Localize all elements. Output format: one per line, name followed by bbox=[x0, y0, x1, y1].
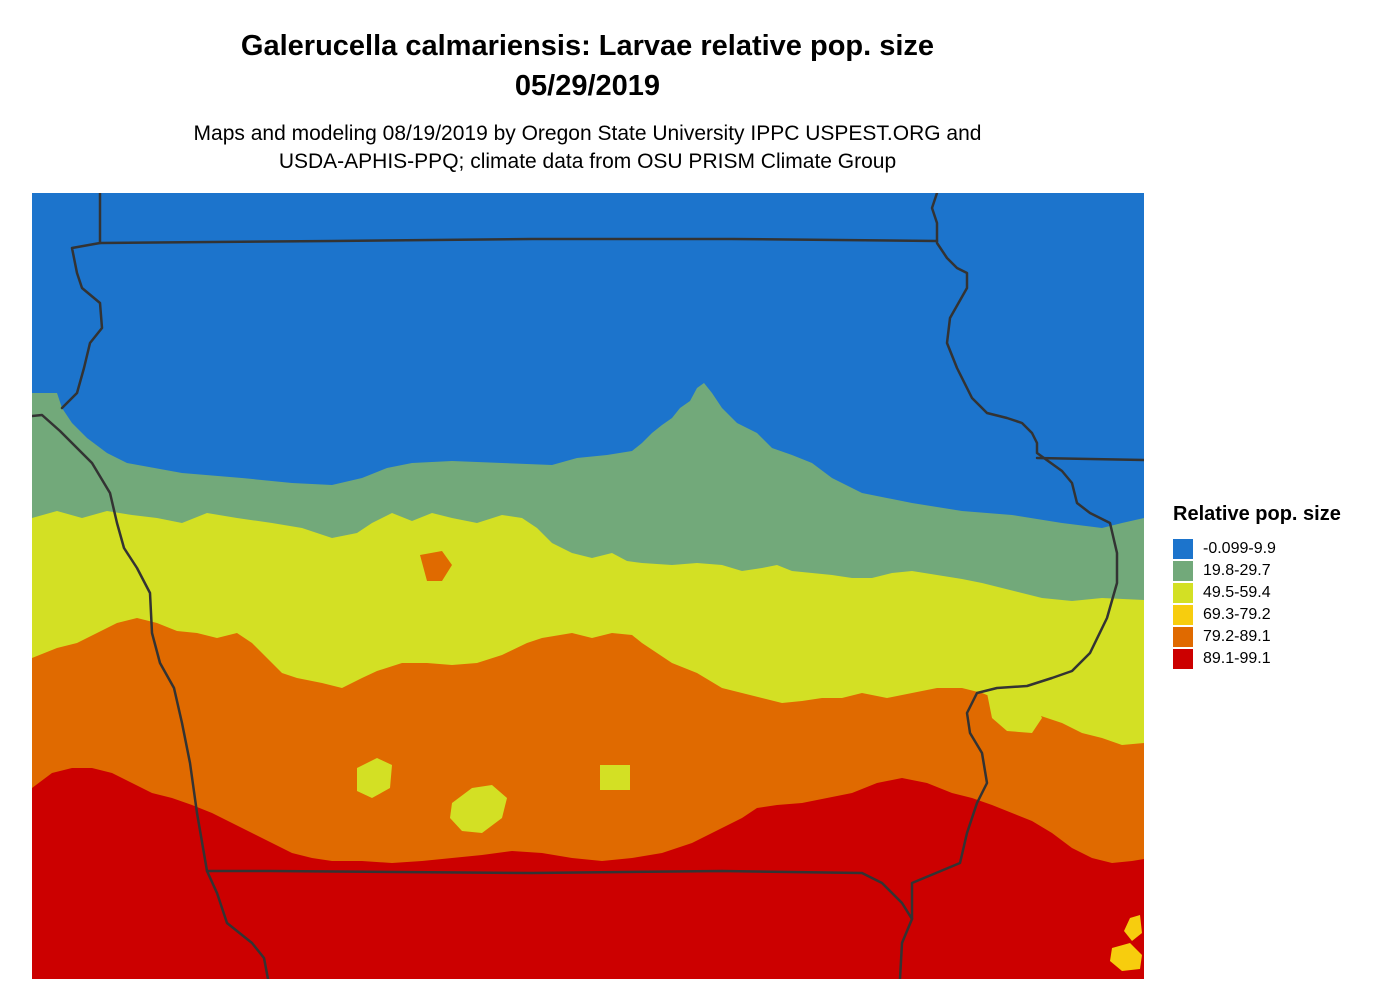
orange-pocket-north bbox=[420, 551, 452, 581]
legend-item: -0.099-9.9 bbox=[1173, 538, 1393, 560]
gold-patch-southeast-1 bbox=[1124, 915, 1142, 941]
legend-label: 89.1-99.1 bbox=[1203, 650, 1271, 667]
legend-label: -0.099-9.9 bbox=[1203, 540, 1276, 557]
border-nebraska-upper bbox=[60, 241, 104, 410]
border-illinois-wisconsin bbox=[1035, 456, 1144, 462]
legend-item: 49.5-59.4 bbox=[1173, 582, 1393, 604]
yellow-pocket-center bbox=[450, 785, 507, 833]
legend-swatch bbox=[1173, 561, 1193, 581]
legend-swatch bbox=[1173, 649, 1193, 669]
map-credit-line-1: Maps and modeling 08/19/2019 by Oregon S… bbox=[193, 122, 982, 145]
legend-swatch bbox=[1173, 605, 1193, 625]
border-missouri-south bbox=[898, 917, 914, 979]
legend-item: 89.1-99.1 bbox=[1173, 648, 1393, 670]
map-date: 05/29/2019 bbox=[514, 70, 661, 102]
state-borders bbox=[32, 193, 1144, 979]
border-kansas bbox=[205, 869, 270, 979]
legend-label: 49.5-59.4 bbox=[1203, 584, 1271, 601]
legend-item: 19.8-29.7 bbox=[1173, 560, 1393, 582]
legend-label: 79.2-89.1 bbox=[1203, 628, 1271, 645]
map-title: Galerucella calmariensis: Larvae relativ… bbox=[240, 30, 935, 62]
yellow-pocket-south bbox=[600, 765, 630, 790]
border-iowa-minnesota bbox=[98, 193, 939, 245]
map-credit-line-2: USDA-APHIS-PPQ; climate data from OSU PR… bbox=[278, 150, 897, 173]
map-legend: Relative pop. size -0.099-9.9 19.8-29.7 … bbox=[1173, 502, 1393, 670]
map-canvas bbox=[32, 193, 1144, 979]
legend-swatch bbox=[1173, 539, 1193, 559]
legend-title: Relative pop. size bbox=[1173, 503, 1341, 525]
legend-item: 69.3-79.2 bbox=[1173, 604, 1393, 626]
legend-item: 79.2-89.1 bbox=[1173, 626, 1393, 648]
legend-label: 19.8-29.7 bbox=[1203, 562, 1271, 579]
border-missouri bbox=[32, 193, 1119, 921]
yellow-pocket-west bbox=[357, 758, 392, 798]
population-map bbox=[32, 193, 1144, 979]
gold-patch-southeast-2 bbox=[1110, 943, 1142, 971]
legend-swatch bbox=[1173, 627, 1193, 647]
legend-swatch bbox=[1173, 583, 1193, 603]
yellow-pocket-east bbox=[987, 688, 1042, 733]
legend-label: 69.3-79.2 bbox=[1203, 606, 1271, 623]
